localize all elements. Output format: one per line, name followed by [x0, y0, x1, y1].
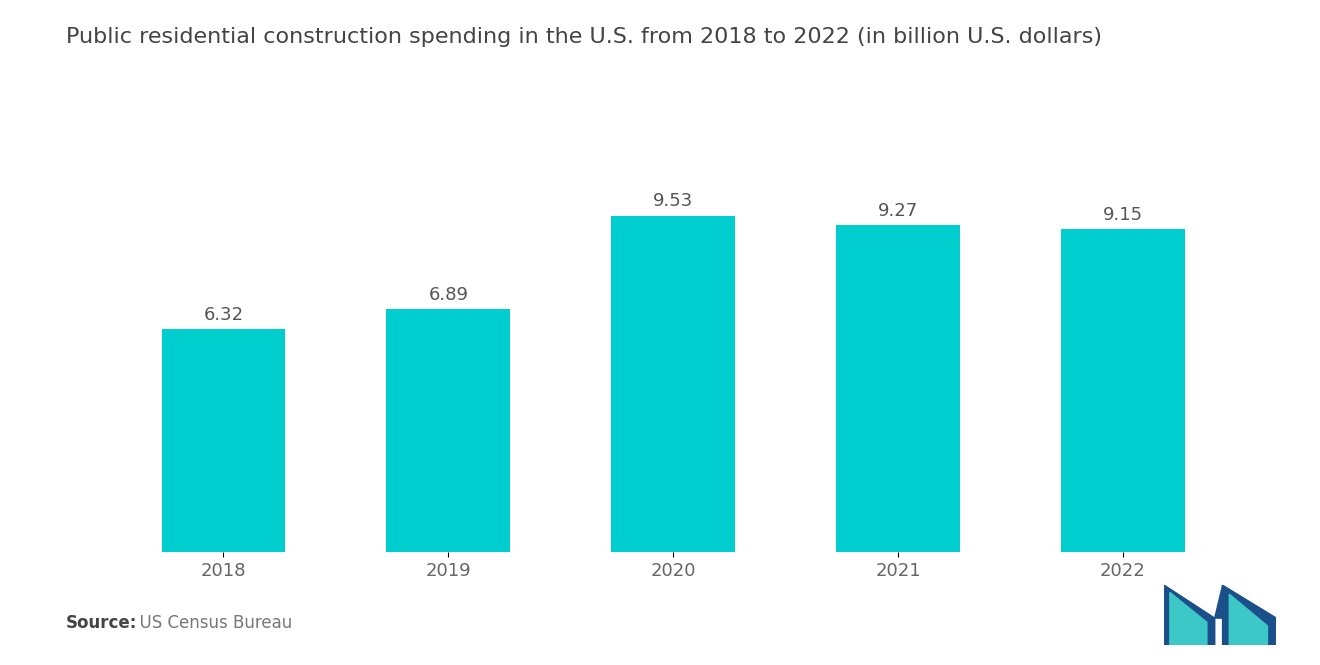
Polygon shape — [1164, 585, 1214, 645]
Text: Source:  US Census Bureau: Source: US Census Bureau — [66, 614, 292, 632]
Bar — [1061, 229, 1185, 552]
Bar — [387, 309, 510, 552]
Bar — [837, 225, 960, 552]
Bar — [611, 215, 735, 552]
Polygon shape — [1214, 585, 1222, 618]
Text: 9.27: 9.27 — [878, 201, 919, 219]
Polygon shape — [1170, 593, 1206, 645]
Text: 6.89: 6.89 — [428, 286, 469, 304]
Text: Public residential construction spending in the U.S. from 2018 to 2022 (in billi: Public residential construction spending… — [66, 27, 1102, 47]
Text: 9.15: 9.15 — [1104, 206, 1143, 224]
Polygon shape — [1229, 595, 1267, 645]
Text: US Census Bureau: US Census Bureau — [129, 614, 293, 632]
Text: 6.32: 6.32 — [203, 306, 243, 324]
Polygon shape — [1222, 585, 1276, 645]
Text: 9.53: 9.53 — [653, 192, 693, 211]
Bar — [161, 329, 285, 552]
Text: Source:: Source: — [66, 614, 137, 632]
